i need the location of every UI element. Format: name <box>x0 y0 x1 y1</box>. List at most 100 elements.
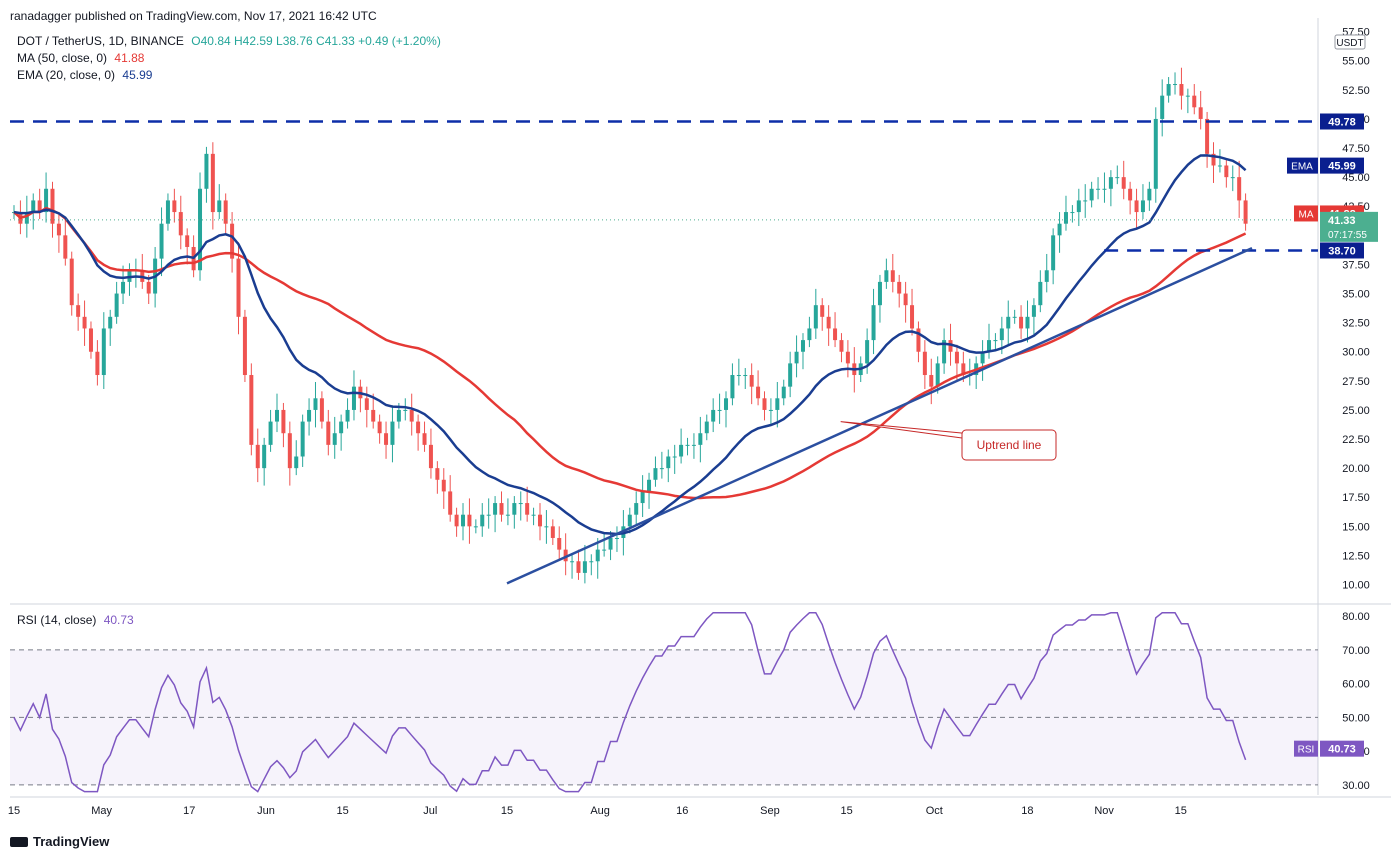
candle-body <box>897 281 902 294</box>
candle-body <box>698 433 703 445</box>
time-tick-label: 15 <box>841 805 853 817</box>
candle-body <box>1217 165 1222 167</box>
candle-body <box>63 235 68 259</box>
candle-body <box>185 235 190 247</box>
candle-body <box>999 328 1004 341</box>
candle-body <box>800 340 805 352</box>
tradingview-logo[interactable]: TradingView <box>10 834 109 849</box>
ohlc-values: O40.84 H42.59 L38.76 C41.33 +0.49 (+1.20… <box>191 34 441 48</box>
candle-body <box>242 316 247 376</box>
candle-body <box>505 514 510 516</box>
candle-body <box>730 375 735 399</box>
price-tag-countdown: 07:17:55 <box>1328 230 1367 241</box>
candle-body <box>961 363 966 376</box>
candle-body <box>550 526 555 538</box>
candle-body <box>614 537 619 539</box>
candle-body <box>935 363 940 387</box>
candle-body <box>1153 118 1158 189</box>
candle-body <box>1166 84 1171 96</box>
candle-body <box>916 328 921 352</box>
annotation-pointer <box>840 421 973 439</box>
candle-body <box>1134 200 1139 213</box>
candle-body <box>82 316 87 329</box>
candle-body <box>319 398 324 422</box>
candle-body <box>1160 95 1165 119</box>
candle-body <box>249 375 254 445</box>
price-tick-label: 32.50 <box>1342 318 1370 330</box>
candle-body <box>377 421 382 434</box>
candle-body <box>1147 188 1152 201</box>
candle-body <box>877 281 882 306</box>
candle-body <box>441 479 446 492</box>
candle-body <box>704 421 709 434</box>
level-tag-label: 49.78 <box>1328 117 1356 129</box>
level-tag <box>1320 242 1364 259</box>
candle-body <box>56 223 61 236</box>
candle-body <box>230 223 235 259</box>
time-tick-label: Sep <box>760 805 780 817</box>
rsi-label: RSI (14, close) <box>17 613 97 627</box>
candle-body <box>929 375 934 387</box>
candle-body <box>903 293 908 306</box>
candle-body <box>922 351 927 376</box>
candle-body <box>1076 200 1081 213</box>
price-tick-label: 25.00 <box>1342 405 1370 417</box>
candle-body <box>659 468 664 470</box>
candle-body <box>1083 200 1088 202</box>
candle-body <box>1205 118 1210 154</box>
candle-body <box>768 409 773 411</box>
rsi-tick-label: 70.00 <box>1342 645 1370 657</box>
candle-body <box>287 433 292 469</box>
candle-body <box>640 491 645 504</box>
candle-body <box>1096 188 1101 190</box>
candle-body <box>428 444 433 469</box>
ma-legend: MA (50, close, 0) 41.88 <box>17 51 148 65</box>
candle-body <box>409 409 414 422</box>
candle-body <box>1192 95 1197 108</box>
candle-body <box>634 503 639 515</box>
candle-body <box>833 328 838 341</box>
candle-body <box>563 549 568 562</box>
candle-body <box>788 363 793 387</box>
candle-body <box>172 200 177 213</box>
candle-body <box>76 305 81 317</box>
price-tick-label: 12.50 <box>1342 550 1370 562</box>
candle-body <box>364 398 369 410</box>
candle-body <box>1012 316 1017 318</box>
candle-body <box>685 444 690 446</box>
candle-body <box>781 386 786 399</box>
price-tick-label: 45.00 <box>1342 172 1370 184</box>
candle-body <box>274 409 279 422</box>
candle-body <box>576 561 581 573</box>
candle-body <box>993 340 998 342</box>
time-tick-label: 17 <box>183 805 195 817</box>
candle-body <box>1230 177 1235 179</box>
candle-body <box>493 503 498 515</box>
candle-body <box>44 188 49 213</box>
candle-body <box>313 398 318 410</box>
candle-body <box>1108 177 1113 189</box>
ma-line <box>13 206 1247 500</box>
candle-body <box>281 409 286 434</box>
candle-body <box>1237 177 1242 201</box>
candle-body <box>1211 153 1216 166</box>
ema-line <box>13 154 1247 536</box>
time-tick-label: 15 <box>501 805 513 817</box>
time-tick-label: 18 <box>1021 805 1033 817</box>
candle-body <box>217 200 222 213</box>
candle-body <box>448 491 453 515</box>
candle-body <box>666 456 671 469</box>
candle-body <box>88 328 93 352</box>
candle-body <box>589 561 594 563</box>
time-tick-label: Aug <box>590 805 610 817</box>
candle-body <box>262 444 267 469</box>
rsi-tick-label: 50.00 <box>1342 712 1370 724</box>
ema-tag-name <box>1287 157 1318 174</box>
candle-body <box>672 456 677 458</box>
candle-body <box>332 433 337 445</box>
candle-body <box>820 305 825 317</box>
candle-body <box>146 281 151 294</box>
candle-body <box>884 270 889 282</box>
candle-body <box>95 351 100 376</box>
